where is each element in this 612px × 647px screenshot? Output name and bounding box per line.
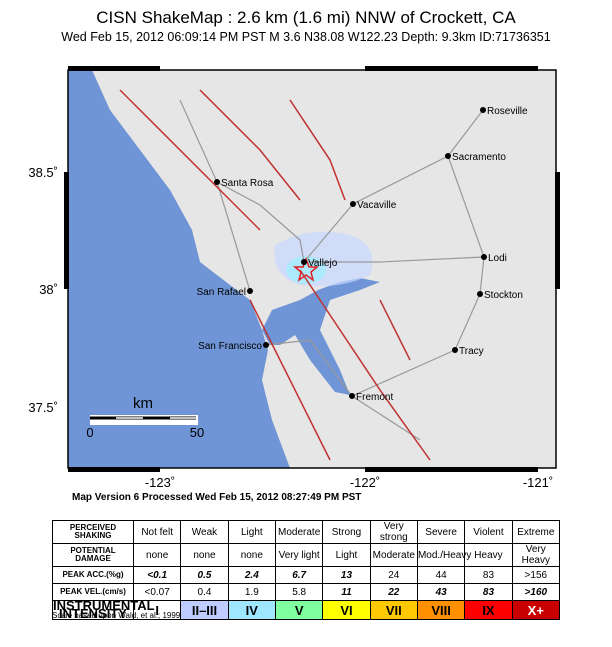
scale-end: 50 [190, 425, 204, 440]
city-label: Lodi [488, 253, 507, 264]
row-label: INSTRUMENTAL INTENSITY [52, 598, 155, 621]
table-cell: none [132, 543, 182, 567]
table-cell: Extreme [511, 520, 561, 544]
table-cell: >160 [511, 583, 561, 601]
table-cell: VII [369, 600, 418, 620]
city-dot [480, 107, 486, 113]
row-label: POTENTIAL DAMAGE [52, 543, 134, 567]
table-cell: Very Heavy [511, 543, 561, 567]
table-cell: Not felt [132, 520, 182, 544]
table-cell: Strong [322, 520, 371, 544]
table-cell: 5.8 [274, 583, 324, 601]
city-label: Sacramento [452, 152, 506, 163]
row-label: PEAK ACC.(%g) [52, 566, 134, 584]
table-cell: 1.9 [227, 583, 276, 601]
city-label: Vallejo [308, 258, 338, 269]
epicenter [292, 256, 320, 282]
city-label: San Francisco [198, 341, 262, 352]
table-cell: Weak [180, 520, 229, 544]
city-label: Vacaville [357, 200, 397, 211]
city-dot [301, 259, 307, 265]
city-label: San Rafael [197, 287, 246, 298]
city-dot [452, 347, 458, 353]
table-cell: 83 [464, 566, 513, 584]
table-cell: V [274, 600, 324, 620]
table-cell: 0.5 [180, 566, 229, 584]
table-cell: 83 [464, 583, 513, 601]
table-cell: I [132, 600, 182, 620]
table-cell: Heavy [464, 543, 513, 567]
city-label: Santa Rosa [221, 178, 274, 189]
table-row: PERCEIVED SHAKING Not felt Weak Light Modera… [52, 520, 561, 544]
table-cell: Moderate [274, 520, 324, 544]
scale-unit: km [133, 395, 153, 412]
table-cell: Very strong [369, 520, 418, 544]
lat-label: 38.5˚ [28, 165, 58, 180]
table-cell: >156 [511, 566, 561, 584]
table-cell: 44 [416, 566, 466, 584]
city-label: Tracy [459, 346, 484, 357]
city-dot [445, 153, 451, 159]
table-cell: none [180, 543, 229, 567]
city-dot [263, 342, 269, 348]
table-cell: 22 [369, 583, 418, 601]
city-dot [214, 179, 220, 185]
table-cell: 2.4 [227, 566, 276, 584]
subtitle: Wed Feb 15, 2012 06:09:14 PM PST M 3.6 N… [61, 30, 551, 44]
table-cell: 43 [416, 583, 466, 601]
table-cell: VI [322, 600, 371, 620]
map-version: Map Version 6 Processed Wed Feb 15, 2012… [72, 492, 362, 503]
table-row: POTENTIAL DAMAGE none none none Very light Li… [52, 543, 561, 567]
lat-label: 37.5˚ [28, 400, 58, 415]
table-cell: Moderate [369, 543, 418, 567]
table-cell: Light [227, 520, 276, 544]
lon-label: -123˚ [145, 475, 175, 490]
scale-bar: km 0 50 [86, 395, 204, 440]
table-row: PEAK ACC.(%g) <0.1 0.5 2.4 6.7 13 24 44 83 >156 [52, 566, 561, 584]
table-cell: <0.1 [132, 566, 182, 584]
frame-ticks [64, 66, 560, 472]
intensity-table: PERCEIVED SHAKING Not felt Weak Light Modera… [52, 520, 561, 621]
row-label: PERCEIVED SHAKING [52, 520, 134, 544]
bay [262, 278, 380, 395]
table-cell: 6.7 [274, 566, 324, 584]
city-label: Fremont [356, 392, 393, 403]
table-row: INSTRUMENTAL INTENSITY I II–III IV V VI VII VII… [52, 598, 561, 621]
lon-label: -122˚ [350, 475, 380, 490]
table-cell: none [227, 543, 276, 567]
map: km 0 50 Roseville Sacramento Santa Rosa Vac… [28, 66, 560, 490]
table-cell: Severe [416, 520, 466, 544]
city-dot [477, 291, 483, 297]
table-cell: VIII [416, 600, 466, 620]
table-cell: Light [322, 543, 371, 567]
lon-label: -121˚ [523, 475, 553, 490]
city-dot [349, 393, 355, 399]
ocean [68, 70, 290, 468]
table-cell: 0.4 [180, 583, 229, 601]
city-dot [481, 254, 487, 260]
table-cell: 11 [322, 583, 371, 601]
city-dot [350, 201, 356, 207]
title: CISN ShakeMap : 2.6 km (1.6 mi) NNW of C… [96, 8, 516, 27]
city-label: Roseville [487, 106, 528, 117]
table-cell: 13 [322, 566, 371, 584]
table-cell: IV [227, 600, 276, 620]
faults [119, 89, 431, 461]
city-dot [247, 288, 253, 294]
table-cell: Very light [274, 543, 324, 567]
table-cell: Violent [464, 520, 513, 544]
table-cell: Mod./Heavy [416, 543, 471, 567]
table-cell: X+ [511, 600, 561, 620]
table-cell: IX [464, 600, 513, 620]
city-label: Stockton [484, 290, 523, 301]
table-cell: II–III [180, 600, 229, 620]
scale-start: 0 [86, 425, 93, 440]
footnote: Scale based upon Wald, et al.; 1999 [52, 611, 181, 620]
lat-label: 38˚ [39, 282, 58, 297]
intensity-core [286, 256, 326, 284]
table-cell: 24 [369, 566, 418, 584]
